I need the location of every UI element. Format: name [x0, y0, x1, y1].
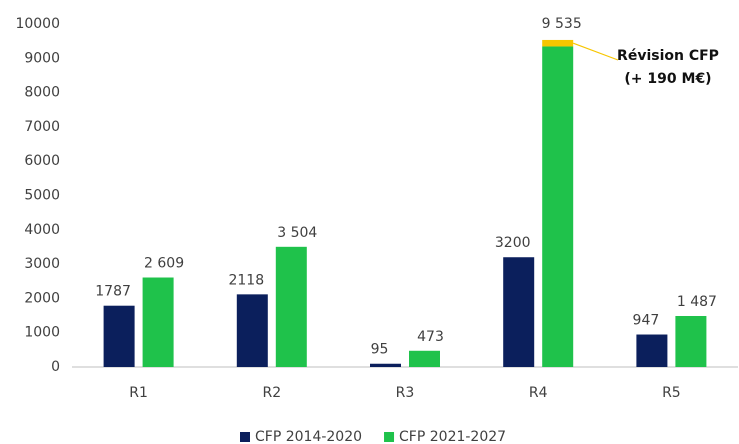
y-tick-label: 0 — [51, 359, 60, 375]
bar — [636, 334, 668, 367]
legend-label: CFP 2014-2020 — [255, 429, 362, 444]
bar — [275, 246, 307, 367]
y-tick-label: 10000 — [15, 16, 60, 32]
leader-line — [572, 42, 619, 61]
y-tick-label: 8000 — [24, 85, 60, 101]
bar — [370, 363, 401, 367]
value-label: 1 487 — [677, 294, 717, 310]
value-label: 2118 — [228, 272, 264, 288]
value-label: 1787 — [95, 284, 131, 300]
value-label: 2 609 — [144, 256, 184, 272]
y-tick-label: 3000 — [24, 256, 60, 272]
revision-segment — [542, 39, 574, 47]
annotation: Révision CFP — [617, 48, 719, 64]
bar — [542, 46, 574, 368]
y-tick-label: 5000 — [24, 188, 60, 204]
y-tick-label: 1000 — [24, 325, 60, 341]
y-tick-label: 9000 — [24, 50, 60, 66]
bar — [675, 315, 707, 367]
value-label: 95 — [371, 342, 389, 358]
x-tick-label: R3 — [396, 385, 415, 401]
y-tick-label: 4000 — [24, 222, 60, 238]
total-label: 9 535 — [542, 16, 582, 32]
bar — [503, 257, 535, 367]
bar — [409, 350, 440, 367]
bar — [142, 277, 174, 367]
x-tick-label: R1 — [129, 385, 148, 401]
x-tick-label: R5 — [662, 385, 681, 401]
annotation: (+ 190 M€) — [624, 71, 711, 87]
bar — [236, 294, 268, 367]
x-tick-label: R4 — [529, 385, 548, 401]
bar — [103, 305, 135, 367]
x-tick-label: R2 — [262, 385, 281, 401]
y-tick-label: 2000 — [24, 290, 60, 306]
legend-swatch — [240, 432, 250, 442]
y-tick-label: 7000 — [24, 119, 60, 135]
legend-swatch — [384, 432, 395, 442]
value-label: 3 504 — [277, 225, 317, 241]
value-label: 473 — [417, 329, 444, 345]
value-label: 3200 — [495, 235, 531, 251]
value-label: 947 — [633, 313, 660, 329]
y-tick-label: 6000 — [24, 153, 60, 169]
legend-label: CFP 2021-2027 — [399, 429, 506, 444]
